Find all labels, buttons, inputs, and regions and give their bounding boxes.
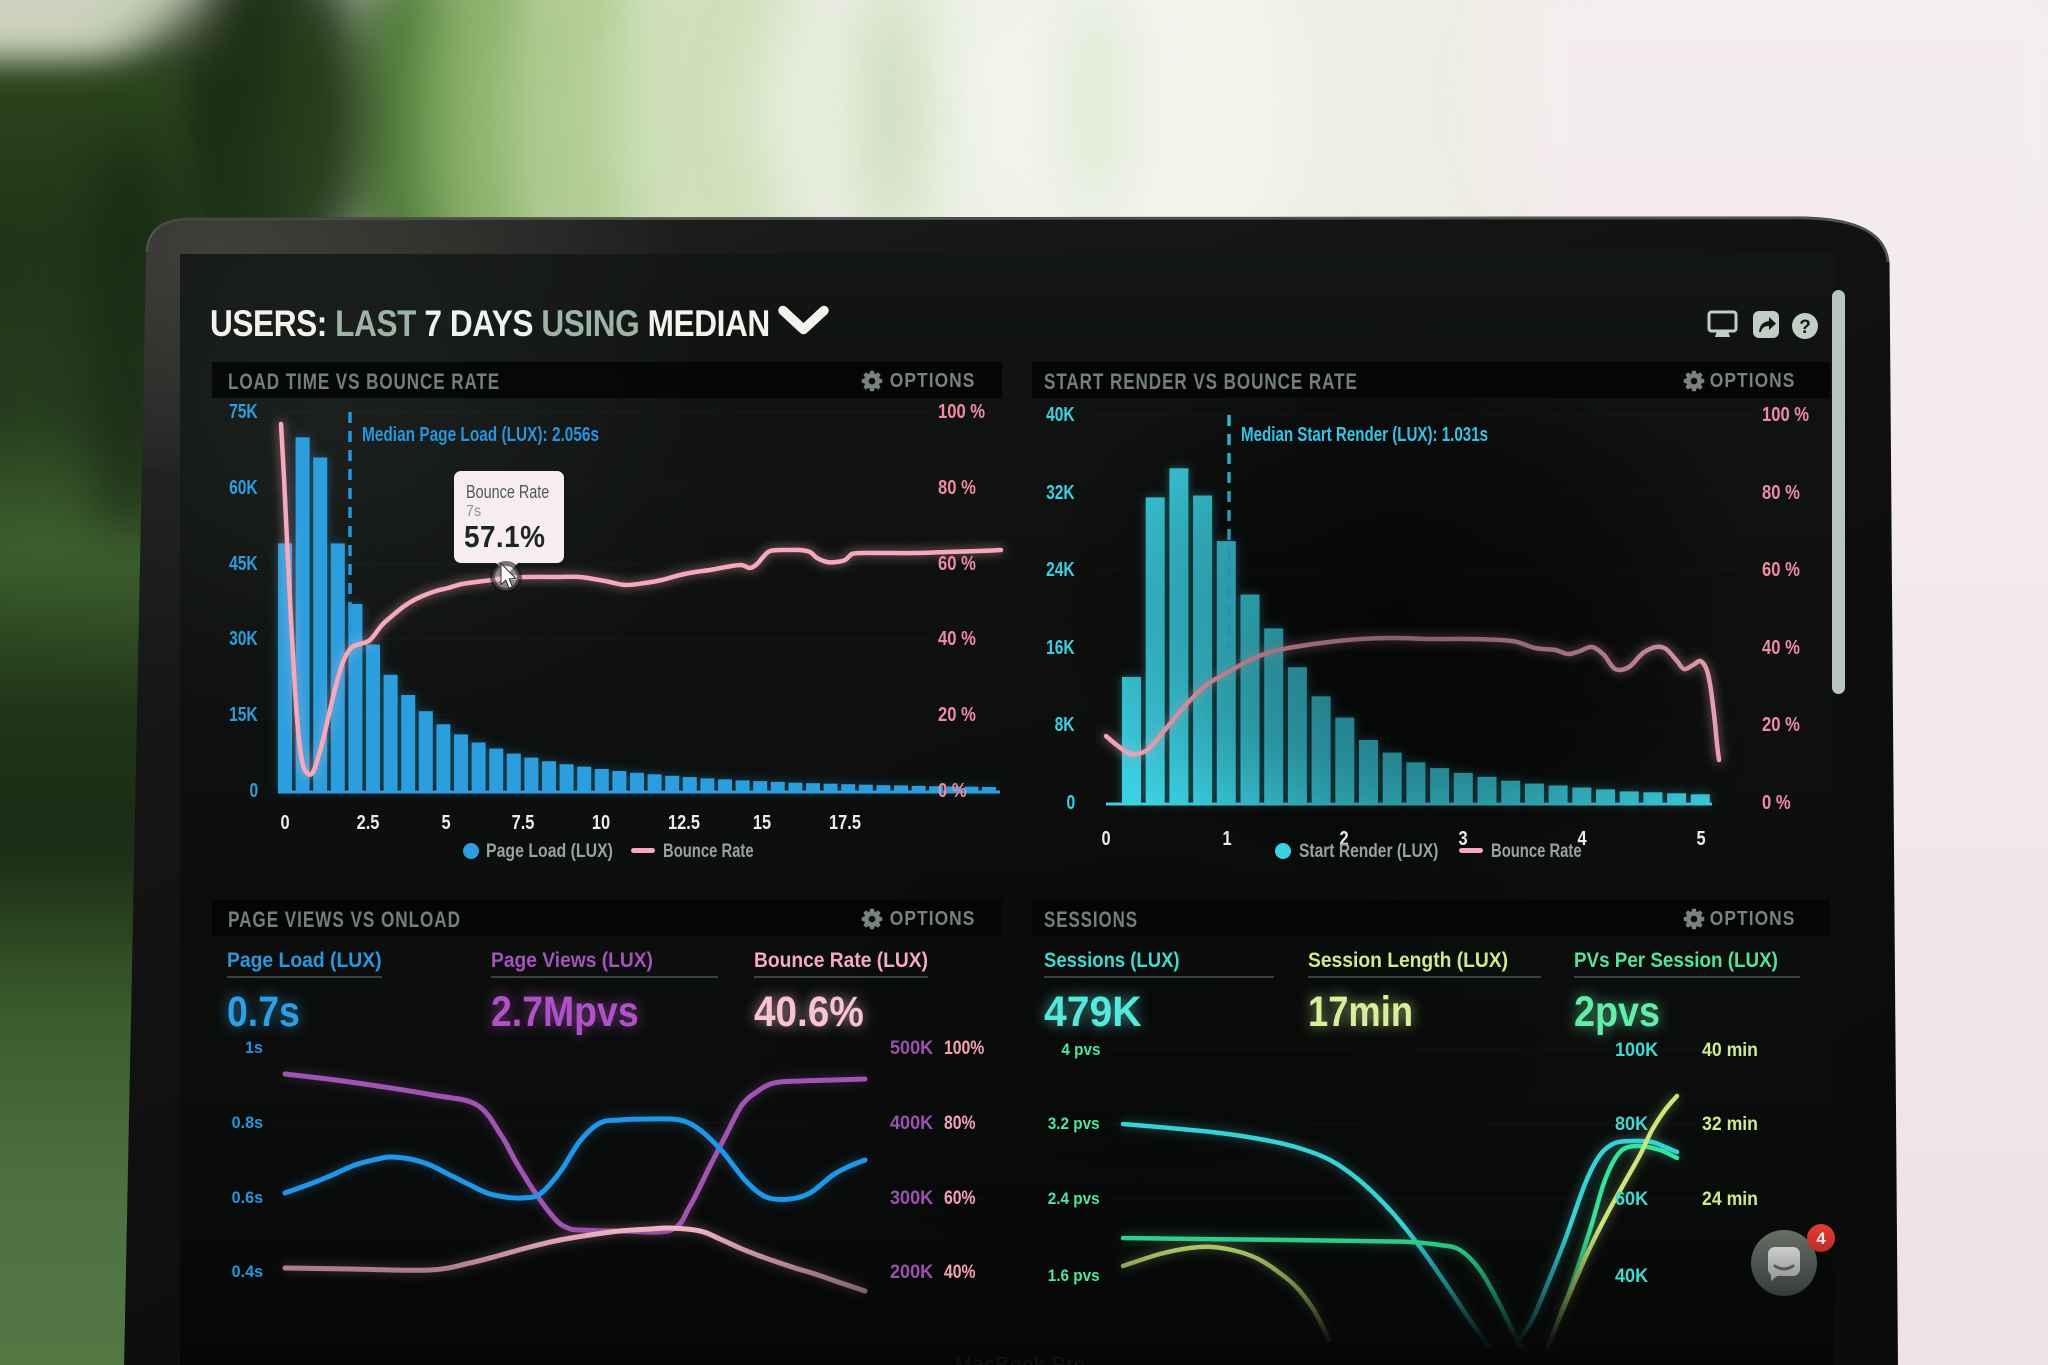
svg-text:?: ? [1799, 317, 1811, 338]
